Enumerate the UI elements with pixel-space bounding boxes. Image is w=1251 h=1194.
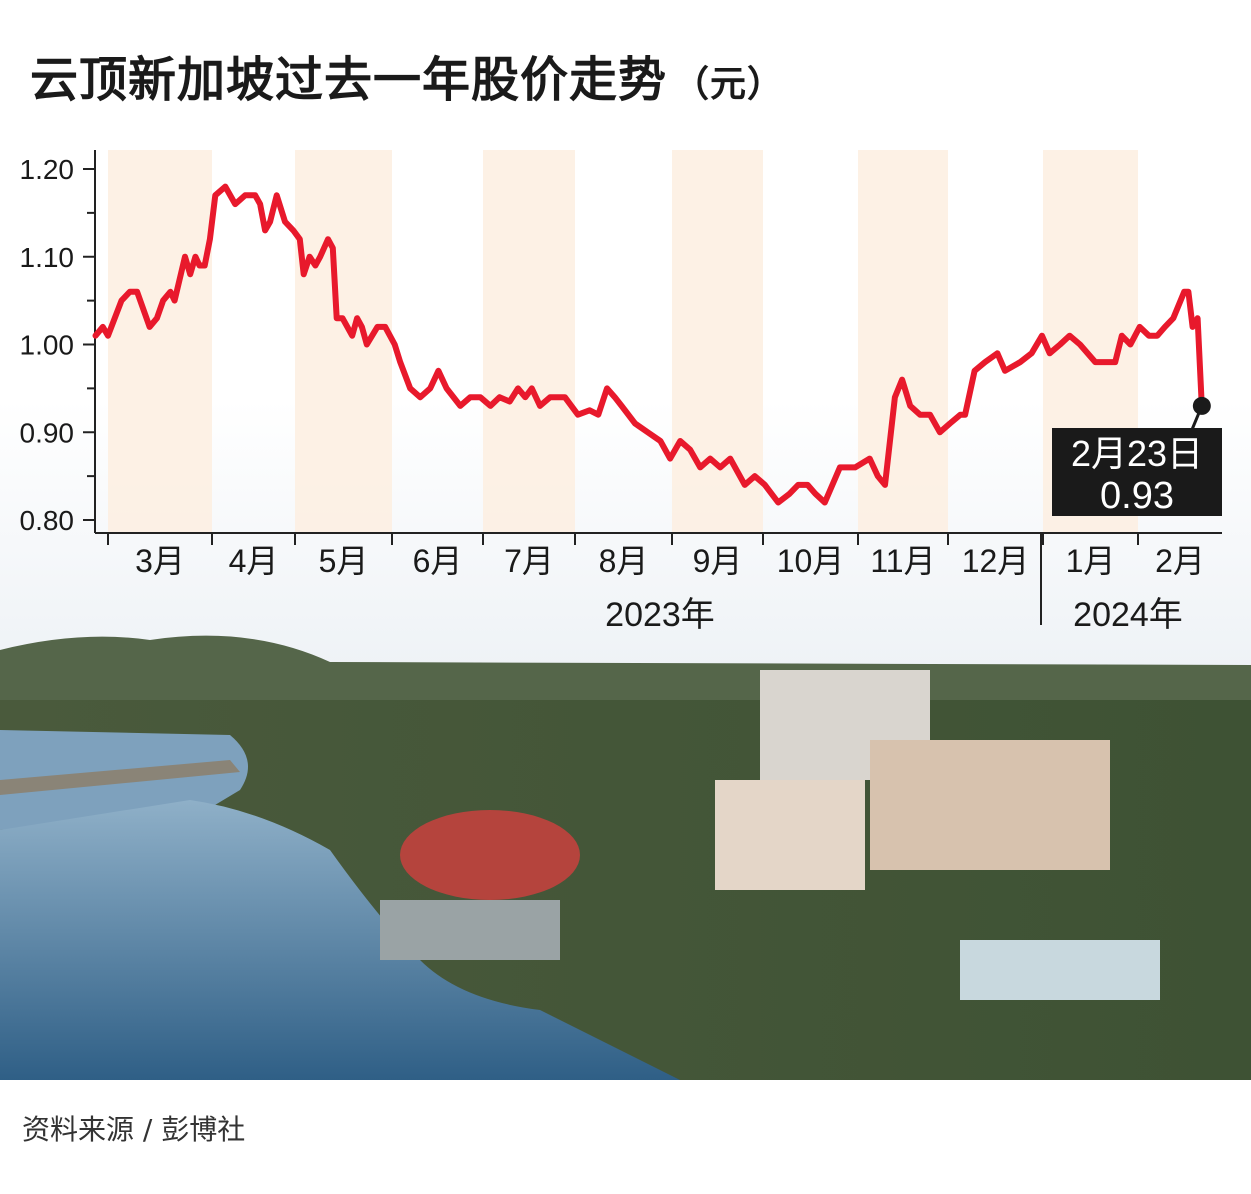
year-label: 2024年 xyxy=(1073,596,1183,634)
month-band-9 xyxy=(858,150,948,533)
chart-title: 云顶新加坡过去一年股价走势 （元） xyxy=(30,40,784,110)
y-tick-label: 1.10 xyxy=(20,242,75,273)
x-tick-label: 6月 xyxy=(413,543,463,579)
y-tick-label: 1.20 xyxy=(20,154,75,185)
month-band-3 xyxy=(295,150,392,533)
source-note: 资料来源 / 彭博社 xyxy=(22,1113,246,1146)
title-text: 云顶新加坡过去一年股价走势 xyxy=(30,52,668,108)
x-tick-label: 1月 xyxy=(1066,543,1116,579)
month-band-7 xyxy=(672,150,763,533)
stock-line-chart: 3月 4月 5月 6月 7月 8月 9月 10月 11月 12月 1月 2月 1.20 1.10 1.00 0… xyxy=(20,150,1222,634)
x-tick-label: 8月 xyxy=(599,543,649,579)
y-tick-label: 1.00 xyxy=(20,330,75,361)
x-tick-label: 7月 xyxy=(504,543,554,579)
price-series-line xyxy=(92,183,1205,506)
annotation-value: 0.93 xyxy=(1100,475,1174,517)
x-tick-label: 2月 xyxy=(1155,543,1205,579)
last-price-marker xyxy=(1192,396,1211,415)
last-price-annotation: 2月23日 0.93 xyxy=(1052,396,1222,517)
x-tick-label: 11月 xyxy=(870,543,935,579)
y-tick-label: 0.80 xyxy=(20,505,75,536)
x-tick-label: 4月 xyxy=(229,543,279,579)
month-band-5 xyxy=(483,150,575,533)
x-tick-label: 10月 xyxy=(777,543,845,579)
x-tick-label: 12月 xyxy=(962,543,1030,579)
annotation-box xyxy=(1052,428,1222,516)
year-label: 2023年 xyxy=(605,596,715,634)
month-band-1 xyxy=(108,150,212,533)
x-tick-label: 5月 xyxy=(319,543,369,579)
annotation-date: 2月23日 xyxy=(1071,433,1203,474)
unit-label: （元） xyxy=(673,64,785,105)
x-tick-label: 3月 xyxy=(135,543,185,579)
y-tick-label: 0.90 xyxy=(20,417,75,448)
x-tick-label: 9月 xyxy=(693,543,743,579)
